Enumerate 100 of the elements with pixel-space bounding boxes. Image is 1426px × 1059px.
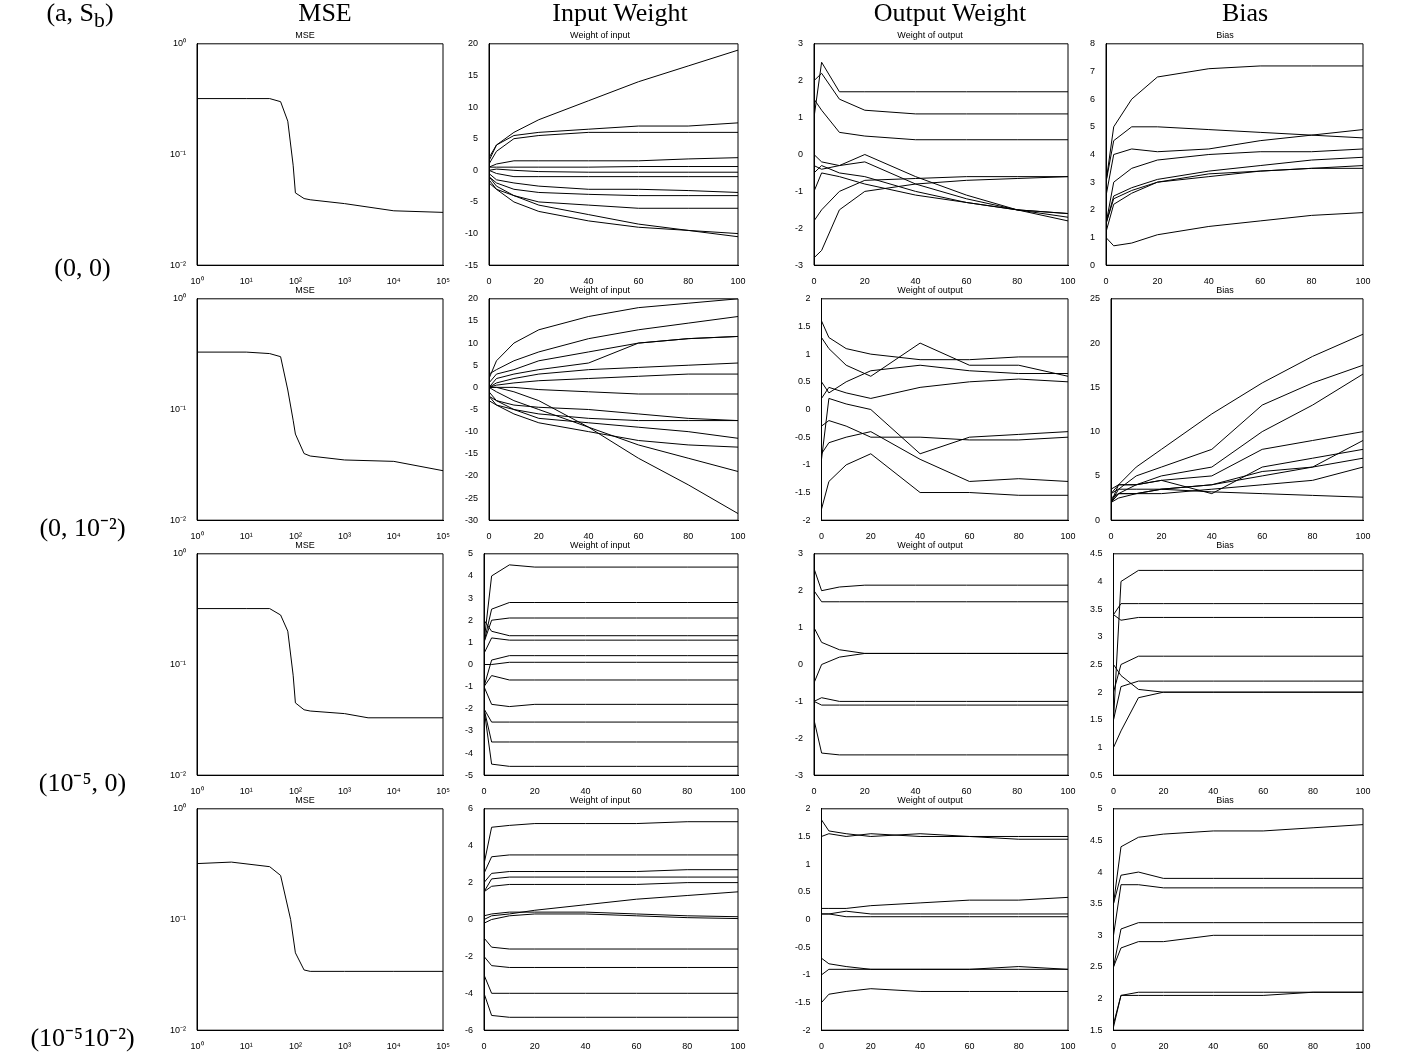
y-tick-label: 20 (467, 38, 479, 49)
y-tick-label: 3.5 (1090, 898, 1103, 909)
y-tick-label: 2 (805, 803, 811, 814)
x-tick-label: 20 (859, 786, 870, 797)
y-tick-label: 2 (467, 614, 473, 625)
y-tick-label: 1 (797, 622, 803, 633)
y-tick-label: 2 (797, 585, 803, 596)
y-tick-label: -1.5 (794, 487, 811, 498)
x-tick-label: 60 (961, 276, 972, 287)
x-tick-label: 20 (865, 1041, 876, 1052)
y-tick-label: 10⁰ (172, 803, 187, 814)
y-tick-label: -25 (464, 492, 479, 503)
x-tick-label: 60 (631, 1041, 642, 1052)
chart-title: Weight of output (897, 29, 964, 40)
x-tick-label: 0 (486, 531, 492, 542)
y-tick-label: 10⁻¹ (169, 148, 187, 159)
x-tick-label: 20 (865, 531, 876, 542)
x-tick-label: 10⁵ (436, 786, 451, 797)
y-tick-label: 0 (472, 381, 479, 392)
chart-title: MSE (295, 539, 315, 550)
y-tick-label: -2 (802, 1024, 811, 1035)
x-tick-label: 0 (486, 276, 492, 287)
y-tick-label: 0 (1089, 259, 1096, 270)
x-tick-label: 20 (1156, 531, 1167, 542)
x-tick-label: 10⁰ (190, 786, 204, 797)
x-tick-label: 80 (1307, 531, 1318, 542)
y-tick-label: 1 (797, 112, 803, 123)
text: (a, S$_{b}$) (45, 0, 115, 34)
chart-title: Bias (1216, 539, 1235, 550)
y-tick-label: 0.5 (1090, 769, 1103, 780)
x-tick-label: 100 (730, 1041, 746, 1052)
x-tick-label: 40 (1208, 786, 1219, 797)
x-tick-label: 40 (583, 276, 594, 287)
x-tick-label: 10⁰ (190, 531, 204, 542)
x-tick-label: 10⁵ (436, 276, 451, 287)
y-tick-label: -3 (794, 259, 803, 270)
y-tick-label: 15 (1090, 381, 1101, 392)
y-tick-label: 10 (467, 337, 479, 348)
y-tick-label: -5 (469, 403, 479, 414)
y-tick-label: 20 (1090, 337, 1101, 348)
x-tick-label: 60 (964, 1041, 975, 1052)
x-tick-label: 10⁴ (386, 531, 401, 542)
x-tick-label: 20 (1158, 786, 1169, 797)
y-tick-label: 3 (1089, 176, 1096, 187)
y-tick-label: -1 (794, 185, 803, 196)
y-tick-label: 0 (797, 148, 803, 159)
y-tick-label: 1 (805, 858, 811, 869)
x-tick-label: 40 (910, 276, 921, 287)
y-tick-label: 10⁻² (169, 769, 187, 780)
x-tick-label: 100 (1060, 786, 1076, 797)
y-tick-label: 10⁻¹ (169, 913, 187, 924)
y-tick-label: 0.5 (797, 376, 811, 387)
x-tick-label: 0 (1111, 786, 1117, 797)
y-tick-label: -1 (802, 459, 811, 470)
y-tick-label: 5 (1089, 121, 1096, 132)
chart-title: MSE (295, 29, 315, 40)
y-tick-label: 0 (1095, 514, 1101, 525)
chart-title: Bias (1216, 284, 1235, 295)
x-tick-label: 100 (1355, 1041, 1371, 1052)
y-tick-label: 6 (1089, 93, 1096, 104)
y-tick-label: 5 (1095, 470, 1101, 481)
y-tick-label: -5 (464, 769, 473, 780)
y-tick-label: 4 (1097, 866, 1103, 877)
y-tick-label: 0 (797, 658, 803, 669)
chart-title: MSE (295, 794, 315, 805)
x-tick-label: 10³ (338, 276, 352, 287)
y-tick-label: 0 (805, 913, 811, 924)
y-tick-label: 4.5 (1090, 548, 1103, 559)
x-tick-label: 10¹ (239, 786, 253, 797)
chart-title: Weight of input (570, 539, 631, 550)
x-tick-label: 80 (1013, 531, 1024, 542)
y-tick-label: 4 (467, 570, 473, 581)
y-tick-label: -15 (464, 448, 479, 459)
y-tick-label: 0 (467, 913, 473, 924)
x-tick-label: 80 (1012, 276, 1023, 287)
y-tick-label: 15 (467, 69, 479, 80)
x-tick-label: 100 (730, 531, 746, 542)
x-tick-label: 20 (533, 276, 544, 287)
x-tick-label: 60 (1258, 1041, 1269, 1052)
x-tick-label: 40 (1206, 531, 1217, 542)
y-tick-label: 3 (797, 38, 803, 49)
x-tick-label: 10¹ (239, 276, 253, 287)
x-tick-label: 10³ (338, 531, 352, 542)
x-tick-label: 40 (1208, 1041, 1219, 1052)
y-tick-label: 10⁻² (169, 259, 187, 270)
x-tick-label: 40 (910, 786, 921, 797)
y-tick-label: 3 (797, 548, 803, 559)
x-tick-label: 80 (1308, 786, 1319, 797)
y-tick-label: 10⁻² (169, 1024, 187, 1035)
x-tick-label: 20 (529, 786, 540, 797)
y-tick-label: 8 (1089, 38, 1096, 49)
y-tick-label: -4 (464, 987, 473, 998)
y-tick-label: -2 (464, 950, 473, 961)
x-tick-label: 0 (1111, 1041, 1117, 1052)
y-tick-label: -1 (464, 681, 473, 692)
chart-title: Weight of input (570, 794, 631, 805)
y-tick-label: 20 (467, 293, 479, 304)
y-tick-label: 2 (1097, 686, 1103, 697)
y-tick-label: -10 (464, 228, 479, 239)
y-tick-label: -1 (794, 695, 803, 706)
